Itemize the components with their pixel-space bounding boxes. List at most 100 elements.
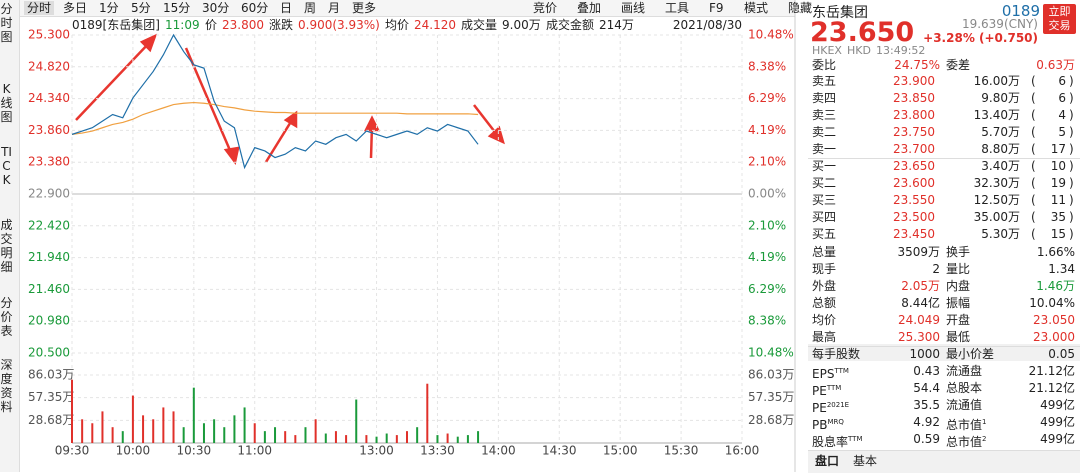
toolbar-tab[interactable]: 30分 xyxy=(202,1,230,15)
percent-tick-label: 4.19% xyxy=(748,123,786,137)
toolbar-tab[interactable]: 多日 xyxy=(63,1,88,15)
toolbar-tab[interactable]: 周 xyxy=(304,1,317,15)
stat-label-2: 总市值1 xyxy=(946,418,987,432)
book-volume: 9.80万 xyxy=(981,91,1020,105)
book-price: 23.650 xyxy=(893,159,935,173)
book-label: 买四 xyxy=(812,210,837,224)
stat-value: 0.43 xyxy=(913,364,940,378)
quote-time: 13:49:52 xyxy=(876,44,926,57)
toolbar-button[interactable]: 隐藏 xyxy=(788,1,813,15)
toolbar-button[interactable]: F9 xyxy=(709,1,724,15)
volume-bar xyxy=(355,399,358,443)
volume-bar xyxy=(142,415,145,443)
superscript: 1 xyxy=(982,418,987,426)
toolbar-tab[interactable]: 日 xyxy=(280,1,293,15)
price-tick-label: 21.940 xyxy=(28,250,70,264)
book-price: 23.450 xyxy=(893,227,935,241)
average-line xyxy=(71,101,479,135)
chart-frame xyxy=(20,17,795,472)
stat-value-2: 1.46万 xyxy=(1036,279,1075,293)
info-volume-label: 成交量 xyxy=(461,18,498,32)
time-tick-label: 10:30 xyxy=(177,444,212,458)
side-bar xyxy=(0,0,20,472)
book-bracket: ( xyxy=(1031,142,1036,156)
volume-bar xyxy=(375,436,378,443)
book-count: 10 xyxy=(1050,159,1066,173)
info-change: 0.900(3.93%) xyxy=(298,18,380,32)
stat-label: 股息率TTM xyxy=(812,435,863,449)
info-price: 23.800 xyxy=(222,18,264,32)
volume-bar xyxy=(466,435,469,443)
side-tab[interactable]: K线图 xyxy=(0,82,13,124)
book-bracket: ( xyxy=(1031,227,1036,241)
toolbar xyxy=(20,0,795,17)
toolbar-button[interactable]: 工具 xyxy=(665,1,690,15)
book-label: 买三 xyxy=(812,193,837,207)
stat-label: PETTM xyxy=(812,384,842,398)
side-tab[interactable]: 分时图 xyxy=(0,2,13,44)
side-tab[interactable]: 成交明细 xyxy=(0,218,13,274)
time-tick-label: 11:00 xyxy=(237,444,272,458)
stat-value-2: 1.66% xyxy=(1036,245,1075,259)
order-ratio-value: 24.75% xyxy=(894,58,940,72)
info-date: 2021/08/30 xyxy=(672,18,742,32)
toolbar-tab[interactable]: 1分 xyxy=(99,1,119,15)
side-tab[interactable]: TICK xyxy=(1,145,12,187)
price-tick-label: 21.460 xyxy=(28,282,70,296)
percent-tick-label: 4.19% xyxy=(748,250,786,264)
trade-button[interactable]: 立即交易 xyxy=(1043,4,1076,34)
toolbar-tab[interactable]: 分时 xyxy=(24,1,55,15)
bottom-tab[interactable]: 盘口 xyxy=(815,454,840,468)
time-tick-label: 13:00 xyxy=(359,444,394,458)
stat-value-2: 499亿 xyxy=(1040,432,1075,446)
book-count: 17 xyxy=(1050,142,1066,156)
volume-bar xyxy=(365,435,368,443)
superscript: 2 xyxy=(982,435,987,443)
price-line xyxy=(71,33,479,170)
time-tick-label: 09:30 xyxy=(55,444,90,458)
stats-divider xyxy=(808,346,1080,347)
toolbar-button[interactable]: 画线 xyxy=(621,1,646,15)
book-bracket: ( xyxy=(1031,108,1036,122)
time-tick-label: 14:30 xyxy=(542,444,577,458)
volume-bar xyxy=(284,431,287,443)
toolbar-tab[interactable]: 更多 xyxy=(352,1,377,15)
volume-bar xyxy=(324,433,327,443)
time-tick-label: 15:00 xyxy=(603,444,638,458)
arrow-head xyxy=(487,125,505,145)
toolbar-tab[interactable]: 5分 xyxy=(131,1,151,15)
toolbar-button[interactable]: 模式 xyxy=(744,1,769,15)
book-count: 11 xyxy=(1050,193,1066,207)
time-tick-label: 16:00 xyxy=(725,444,760,458)
percent-tick-label: 10.48% xyxy=(748,28,794,42)
toolbar-tab[interactable]: 月 xyxy=(328,1,341,15)
stat-value: 25.300 xyxy=(898,330,940,344)
bottom-tab[interactable]: 基本 xyxy=(853,454,878,468)
percent-tick-label: 6.29% xyxy=(748,282,786,296)
side-tab[interactable]: 深度资料 xyxy=(0,358,13,414)
toolbar-tab[interactable]: 15分 xyxy=(163,1,191,15)
book-price: 23.550 xyxy=(893,193,935,207)
volume-bar xyxy=(314,419,317,443)
toolbar-tab[interactable]: 60分 xyxy=(241,1,269,15)
volume-bar xyxy=(152,419,155,443)
side-tab[interactable]: 分价表 xyxy=(0,296,13,338)
price-tick-label: 22.900 xyxy=(28,187,70,201)
info-code: 0189[东岳集团] xyxy=(72,18,160,32)
volume-bar xyxy=(131,395,134,443)
toolbar-button[interactable]: 叠加 xyxy=(577,1,602,15)
volume-bar xyxy=(416,427,419,443)
volume-tick-label: 28.68万 xyxy=(28,413,74,427)
percent-tick-label: 0.00% xyxy=(748,187,786,201)
info-avg: 24.120 xyxy=(414,18,456,32)
time-tick-label: 10:00 xyxy=(116,444,151,458)
percent-tick-label: 8.38% xyxy=(748,59,786,73)
book-bracket: ( xyxy=(1031,74,1036,88)
toolbar-button[interactable]: 竞价 xyxy=(533,1,558,15)
order-diff-label: 委差 xyxy=(946,58,971,72)
book-volume: 13.40万 xyxy=(973,108,1020,122)
book-price: 23.500 xyxy=(893,210,935,224)
volume-bar xyxy=(192,387,195,443)
volume-bar xyxy=(71,379,73,443)
